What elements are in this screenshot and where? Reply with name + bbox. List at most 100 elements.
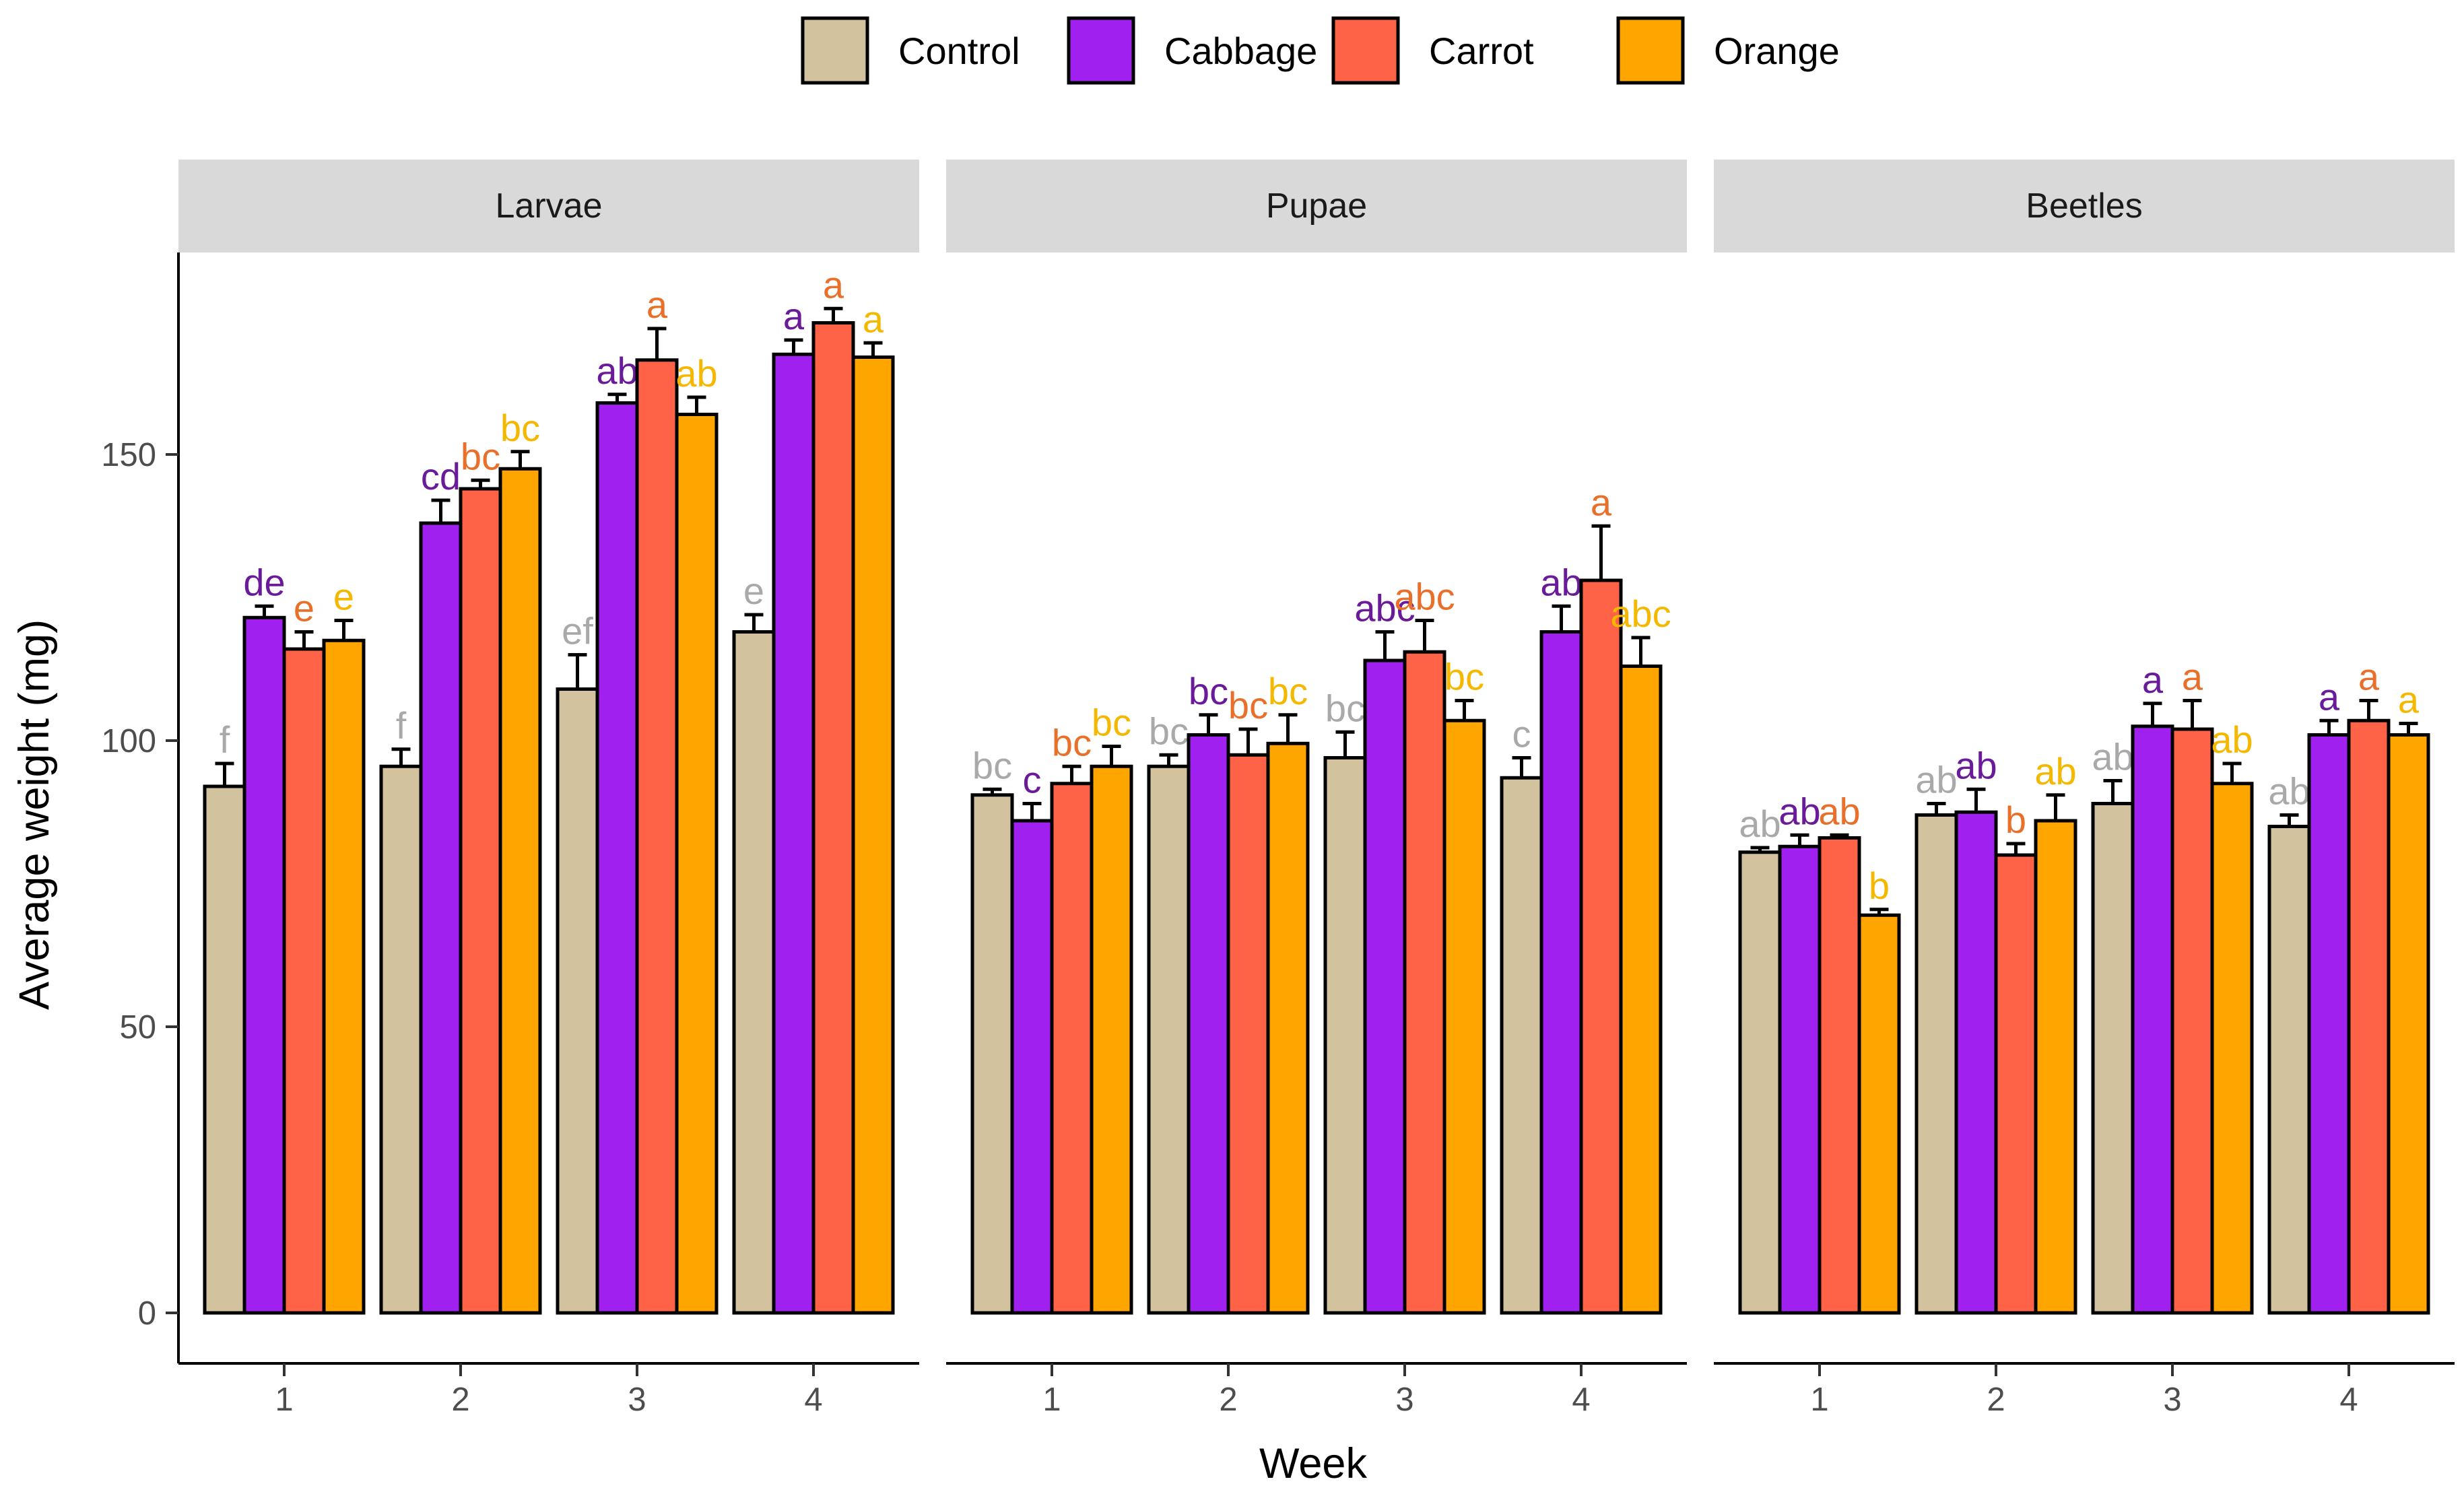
bar-larvae-orange-week3 — [675, 413, 719, 1315]
sig-letter-larvae-carrot-week3: a — [646, 283, 668, 326]
sig-letter-larvae-orange-week1: e — [333, 576, 354, 618]
sig-letter-beetles-carrot-week2: b — [2005, 799, 2026, 841]
strip-larvae — [178, 160, 919, 252]
y-tick-label-50: 50 — [119, 1009, 156, 1046]
sig-letter-pupae-orange-week1: bc — [1092, 702, 1131, 744]
bar-larvae-carrot-week2 — [459, 487, 502, 1315]
sig-letter-pupae-control-week3: bc — [1325, 687, 1365, 729]
sig-letter-pupae-carrot-week2: bc — [1228, 684, 1268, 726]
bar-beetles-orange-week3 — [2210, 782, 2254, 1315]
y-axis-title: Average weight (mg) — [11, 619, 58, 1010]
bar-larvae-cabbage-week4 — [772, 352, 815, 1315]
sig-letter-pupae-cabbage-week1: c — [1023, 759, 1042, 801]
bar-beetles-control-week3 — [2091, 802, 2135, 1315]
bar-larvae-control-week2 — [379, 764, 423, 1315]
bar-beetles-orange-week1 — [1857, 913, 1901, 1315]
legend-label-cabbage: Cabbage — [1164, 30, 1317, 72]
x-tick-label-beetles-3: 3 — [2163, 1382, 2181, 1418]
bar-pupae-cabbage-week1 — [1010, 819, 1054, 1315]
bar-larvae-orange-week1 — [322, 638, 366, 1315]
bar-pupae-orange-week1 — [1090, 764, 1133, 1315]
bar-beetles-carrot-week1 — [1818, 836, 1861, 1315]
sig-letter-pupae-control-week1: bc — [972, 744, 1012, 786]
bar-larvae-control-week3 — [556, 687, 599, 1315]
bar-pupae-control-week3 — [1323, 756, 1367, 1315]
y-axis: 0 50 100 150 — [101, 252, 180, 1363]
legend-label-carrot: Carrot — [1429, 30, 1534, 72]
sig-letter-larvae-cabbage-week2: cd — [421, 455, 461, 498]
legend-key-carrot — [1331, 16, 1400, 85]
sig-letter-larvae-cabbage-week1: de — [243, 561, 285, 603]
bar-larvae-carrot-week3 — [635, 358, 679, 1315]
bar-beetles-cabbage-week4 — [2307, 733, 2351, 1315]
y-tick-label-150: 150 — [101, 437, 156, 473]
bar-pupae-carrot-week2 — [1226, 753, 1270, 1315]
x-tick-label-pupae-3: 3 — [1395, 1382, 1413, 1418]
sig-letter-larvae-orange-week2: bc — [500, 407, 540, 449]
legend: Control Cabbage Carrot Orange — [801, 16, 1840, 85]
y-tick-label-0: 0 — [138, 1295, 156, 1332]
sig-letter-beetles-carrot-week4: a — [2358, 656, 2380, 698]
strip-pupae — [946, 160, 1687, 252]
sig-letter-pupae-control-week2: bc — [1149, 710, 1189, 752]
bar-pupae-control-week2 — [1147, 764, 1191, 1315]
x-tick-label-pupae-1: 1 — [1042, 1382, 1061, 1418]
bar-beetles-carrot-week3 — [2170, 727, 2214, 1315]
sig-letter-larvae-control-week3: ef — [562, 610, 593, 652]
sig-letter-larvae-orange-week3: ab — [675, 352, 717, 395]
bar-beetles-cabbage-week3 — [2131, 724, 2174, 1315]
sig-letter-larvae-control-week4: e — [743, 570, 764, 612]
y-tick-label-100: 100 — [101, 723, 156, 759]
sig-letter-larvae-cabbage-week3: ab — [596, 349, 638, 392]
bar-pupae-orange-week4 — [1619, 665, 1663, 1315]
sig-letter-larvae-cabbage-week4: a — [783, 295, 805, 337]
sig-letter-pupae-carrot-week3: abc — [1394, 576, 1455, 618]
strip-label-beetles: Beetles — [2026, 186, 2142, 226]
bar-pupae-carrot-week1 — [1050, 782, 1094, 1315]
sig-letter-larvae-carrot-week4: a — [823, 263, 844, 306]
x-tick-label-beetles-4: 4 — [2339, 1382, 2358, 1418]
sig-letter-pupae-orange-week4: abc — [1610, 592, 1671, 635]
x-tick-label-larvae-2: 2 — [451, 1382, 469, 1418]
legend-key-cabbage — [1067, 16, 1135, 85]
sig-letter-larvae-orange-week4: a — [863, 298, 884, 340]
sig-letter-pupae-orange-week3: bc — [1444, 656, 1484, 698]
bar-pupae-control-week4 — [1500, 776, 1543, 1315]
sig-letter-beetles-control-week1: ab — [1739, 803, 1780, 845]
bar-larvae-cabbage-week3 — [595, 401, 639, 1315]
sig-letter-pupae-cabbage-week2: bc — [1189, 670, 1228, 712]
bar-larvae-cabbage-week2 — [419, 521, 463, 1315]
strip-label-pupae: Pupae — [1266, 186, 1367, 226]
sig-letter-pupae-cabbage-week3: abc — [1354, 587, 1415, 630]
sig-letter-larvae-carrot-week1: e — [294, 587, 314, 630]
bar-beetles-control-week2 — [1914, 813, 1958, 1315]
bar-larvae-control-week1 — [203, 784, 246, 1315]
sig-letter-beetles-orange-week3: ab — [2211, 718, 2253, 761]
legend-label-orange: Orange — [1714, 30, 1840, 72]
bar-pupae-orange-week2 — [1266, 741, 1310, 1315]
legend-key-control — [801, 16, 869, 85]
bar-larvae-carrot-week4 — [811, 321, 855, 1315]
bar-larvae-orange-week2 — [498, 467, 542, 1315]
strip-label-larvae: Larvae — [496, 186, 603, 226]
legend-key-orange — [1616, 16, 1685, 85]
sig-letter-beetles-cabbage-week4: a — [2319, 675, 2340, 718]
x-tick-label-pupae-4: 4 — [1572, 1382, 1590, 1418]
bar-pupae-orange-week3 — [1442, 718, 1486, 1315]
bar-beetles-carrot-week2 — [1994, 853, 2038, 1315]
bar-beetles-orange-week4 — [2387, 733, 2430, 1315]
sig-letter-larvae-control-week2: f — [396, 704, 407, 747]
bar-larvae-carrot-week1 — [282, 647, 326, 1315]
sig-letter-beetles-orange-week1: b — [1869, 864, 1890, 907]
bar-pupae-cabbage-week4 — [1539, 630, 1583, 1315]
sig-letter-beetles-cabbage-week1: ab — [1778, 790, 1820, 832]
bar-pupae-carrot-week3 — [1403, 650, 1446, 1315]
x-tick-label-larvae-4: 4 — [804, 1382, 822, 1418]
bar-pupae-cabbage-week2 — [1187, 733, 1230, 1315]
sig-letter-beetles-cabbage-week3: a — [2142, 658, 2164, 701]
bar-beetles-orange-week2 — [2034, 819, 2077, 1315]
